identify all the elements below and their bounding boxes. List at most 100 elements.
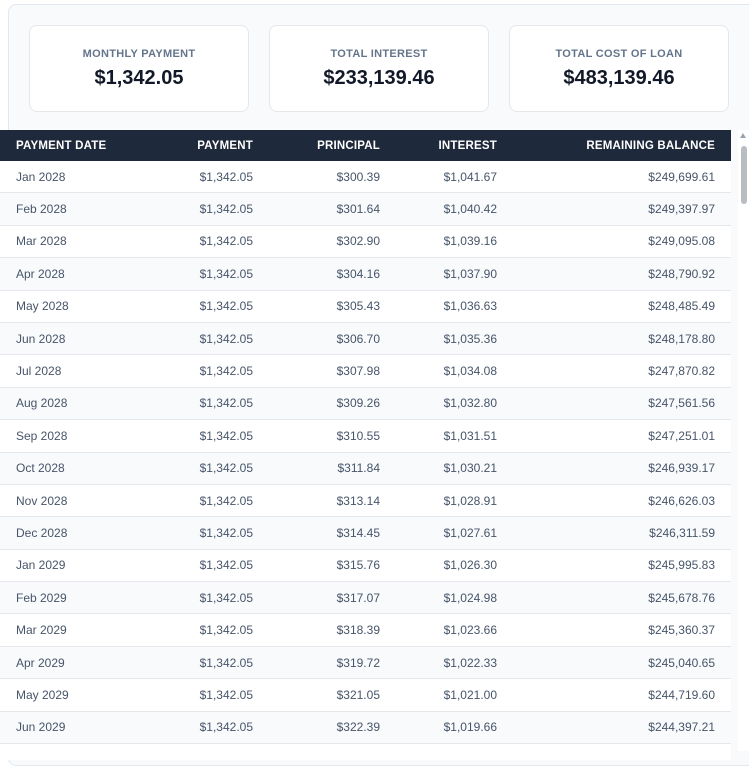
cell-principal: $319.72 bbox=[269, 646, 396, 680]
total-interest-value: $233,139.46 bbox=[323, 66, 435, 89]
cell-payment-date: Apr 2029 bbox=[0, 646, 152, 680]
cell-remaining-balance: $246,626.03 bbox=[513, 484, 731, 518]
scroll-up-arrow-icon[interactable] bbox=[740, 133, 746, 138]
cell-principal: $300.39 bbox=[269, 161, 396, 194]
cell-payment-date: Oct 2028 bbox=[0, 452, 152, 485]
table-row: May 2028 $1,342.05 $305.43 $1,036.63 $248,48… bbox=[0, 290, 731, 323]
cell-principal: $313.14 bbox=[269, 484, 396, 518]
cell-payment: $1,342.05 bbox=[152, 646, 269, 680]
cell-payment-date: Dec 2028 bbox=[0, 516, 152, 550]
table-row: Jan 2028 $1,342.05 $300.39 $1,041.67 $249,69… bbox=[0, 161, 731, 194]
cell-payment: $1,342.05 bbox=[152, 354, 269, 388]
cell-principal: $314.45 bbox=[269, 516, 396, 550]
cell-payment: $1,342.05 bbox=[152, 581, 269, 615]
cell-payment-date: Jun 2029 bbox=[0, 711, 152, 745]
table-row: Nov 2028 $1,342.05 $313.14 $1,028.91 $246,62… bbox=[0, 484, 731, 518]
total-interest-label: TOTAL INTEREST bbox=[330, 47, 428, 60]
cell-payment: $1,342.05 bbox=[152, 711, 269, 745]
cell-principal: $306.70 bbox=[269, 322, 396, 356]
scrollbar-thumb[interactable] bbox=[741, 146, 747, 204]
cell-principal: $302.90 bbox=[269, 225, 396, 259]
cell-payment-date: May 2029 bbox=[0, 678, 152, 712]
table-row: Jun 2029 $1,342.05 $322.39 $1,019.66 $244,39… bbox=[0, 711, 731, 745]
cell-principal: $304.16 bbox=[269, 257, 396, 291]
cell-principal: $315.76 bbox=[269, 549, 396, 583]
cell-principal: $301.64 bbox=[269, 192, 396, 226]
table-row: Jul 2028 $1,342.05 $307.98 $1,034.08 $247,87… bbox=[0, 354, 731, 388]
cell-payment-date: Nov 2028 bbox=[0, 484, 152, 518]
cell-principal: $321.05 bbox=[269, 678, 396, 712]
cell-payment: $1,342.05 bbox=[152, 387, 269, 421]
total-cost-label: TOTAL COST OF LOAN bbox=[555, 47, 683, 60]
cell-remaining-balance: $244,719.60 bbox=[513, 678, 731, 712]
cell-payment: $1,342.05 bbox=[152, 452, 269, 485]
cell-interest: $1,019.66 bbox=[396, 711, 513, 745]
cell-payment-date: Jul 2028 bbox=[0, 354, 152, 388]
cell-interest: $1,021.00 bbox=[396, 678, 513, 712]
amortization-table-container[interactable]: PAYMENT DATE PAYMENT PRINCIPAL INTEREST … bbox=[0, 130, 731, 760]
cell-remaining-balance: $246,939.17 bbox=[513, 452, 731, 485]
cell-interest: $1,041.67 bbox=[396, 161, 513, 194]
cell-payment: $1,342.05 bbox=[152, 678, 269, 712]
total-interest-card: TOTAL INTEREST $233,139.46 bbox=[269, 25, 489, 112]
cell-interest: $1,034.08 bbox=[396, 354, 513, 388]
cell-interest: $1,026.30 bbox=[396, 549, 513, 583]
monthly-payment-label: MONTHLY PAYMENT bbox=[82, 47, 196, 60]
cell-interest: $1,030.21 bbox=[396, 452, 513, 485]
cell-interest: $1,032.80 bbox=[396, 387, 513, 421]
cell-payment: $1,342.05 bbox=[152, 290, 269, 323]
table-row: Jan 2029 $1,342.05 $315.76 $1,026.30 $245,99… bbox=[0, 549, 731, 583]
cell-principal: $317.07 bbox=[269, 581, 396, 615]
cell-remaining-balance: $247,561.56 bbox=[513, 387, 731, 421]
cell-remaining-balance: $249,397.97 bbox=[513, 192, 731, 226]
table-row: Mar 2028 $1,342.05 $302.90 $1,039.16 $249,09… bbox=[0, 225, 731, 259]
vertical-scrollbar[interactable] bbox=[738, 130, 749, 751]
cell-remaining-balance: $246,311.59 bbox=[513, 516, 731, 550]
table-header-row: PAYMENT DATE PAYMENT PRINCIPAL INTEREST … bbox=[0, 130, 731, 161]
cell-principal: $307.98 bbox=[269, 354, 396, 388]
cell-remaining-balance: $247,870.82 bbox=[513, 354, 731, 388]
cell-payment: $1,342.05 bbox=[152, 225, 269, 259]
cell-payment-date: Mar 2029 bbox=[0, 613, 152, 647]
column-header-payment-date: PAYMENT DATE bbox=[0, 130, 152, 161]
cell-remaining-balance: $245,678.76 bbox=[513, 581, 731, 615]
monthly-payment-card: MONTHLY PAYMENT $1,342.05 bbox=[29, 25, 249, 112]
cell-principal: $310.55 bbox=[269, 419, 396, 453]
cell-interest: $1,040.42 bbox=[396, 192, 513, 226]
cell-payment-date: Sep 2028 bbox=[0, 419, 152, 453]
cell-payment: $1,342.05 bbox=[152, 549, 269, 583]
cell-payment: $1,342.05 bbox=[152, 322, 269, 356]
column-header-remaining-balance: REMAINING BALANCE bbox=[513, 130, 731, 161]
table-row: May 2029 $1,342.05 $321.05 $1,021.00 $244,71… bbox=[0, 678, 731, 712]
cell-interest: $1,039.16 bbox=[396, 225, 513, 259]
monthly-payment-value: $1,342.05 bbox=[94, 66, 184, 89]
cell-interest: $1,031.51 bbox=[396, 419, 513, 453]
cell-principal: $318.39 bbox=[269, 613, 396, 647]
table-row: Oct 2028 $1,342.05 $311.84 $1,030.21 $246,93… bbox=[0, 452, 731, 485]
cell-payment: $1,342.05 bbox=[152, 257, 269, 291]
table-header: PAYMENT DATE PAYMENT PRINCIPAL INTEREST … bbox=[0, 130, 731, 161]
column-header-principal: PRINCIPAL bbox=[269, 130, 396, 161]
cell-interest: $1,022.33 bbox=[396, 646, 513, 680]
cell-interest: $1,037.90 bbox=[396, 257, 513, 291]
cell-payment-date: Aug 2028 bbox=[0, 387, 152, 421]
table-row: Feb 2028 $1,342.05 $301.64 $1,040.42 $249,39… bbox=[0, 192, 731, 226]
cell-interest: $1,024.98 bbox=[396, 581, 513, 615]
cell-payment-date: May 2028 bbox=[0, 290, 152, 323]
table-body: Jan 2028 $1,342.05 $300.39 $1,041.67 $249,69… bbox=[0, 161, 731, 745]
total-cost-value: $483,139.46 bbox=[563, 66, 675, 89]
table-row: Apr 2029 $1,342.05 $319.72 $1,022.33 $245,04… bbox=[0, 646, 731, 680]
cell-remaining-balance: $248,790.92 bbox=[513, 257, 731, 291]
cell-payment: $1,342.05 bbox=[152, 161, 269, 194]
cell-principal: $322.39 bbox=[269, 711, 396, 745]
cell-payment: $1,342.05 bbox=[152, 419, 269, 453]
cell-remaining-balance: $244,397.21 bbox=[513, 711, 731, 745]
cell-payment-date: Feb 2029 bbox=[0, 581, 152, 615]
cell-remaining-balance: $248,178.80 bbox=[513, 322, 731, 356]
amortization-table: PAYMENT DATE PAYMENT PRINCIPAL INTEREST … bbox=[0, 130, 731, 745]
cell-payment: $1,342.05 bbox=[152, 484, 269, 518]
cell-payment-date: Jun 2028 bbox=[0, 322, 152, 356]
cell-payment: $1,342.05 bbox=[152, 516, 269, 550]
cell-payment-date: Apr 2028 bbox=[0, 257, 152, 291]
total-cost-card: TOTAL COST OF LOAN $483,139.46 bbox=[509, 25, 729, 112]
